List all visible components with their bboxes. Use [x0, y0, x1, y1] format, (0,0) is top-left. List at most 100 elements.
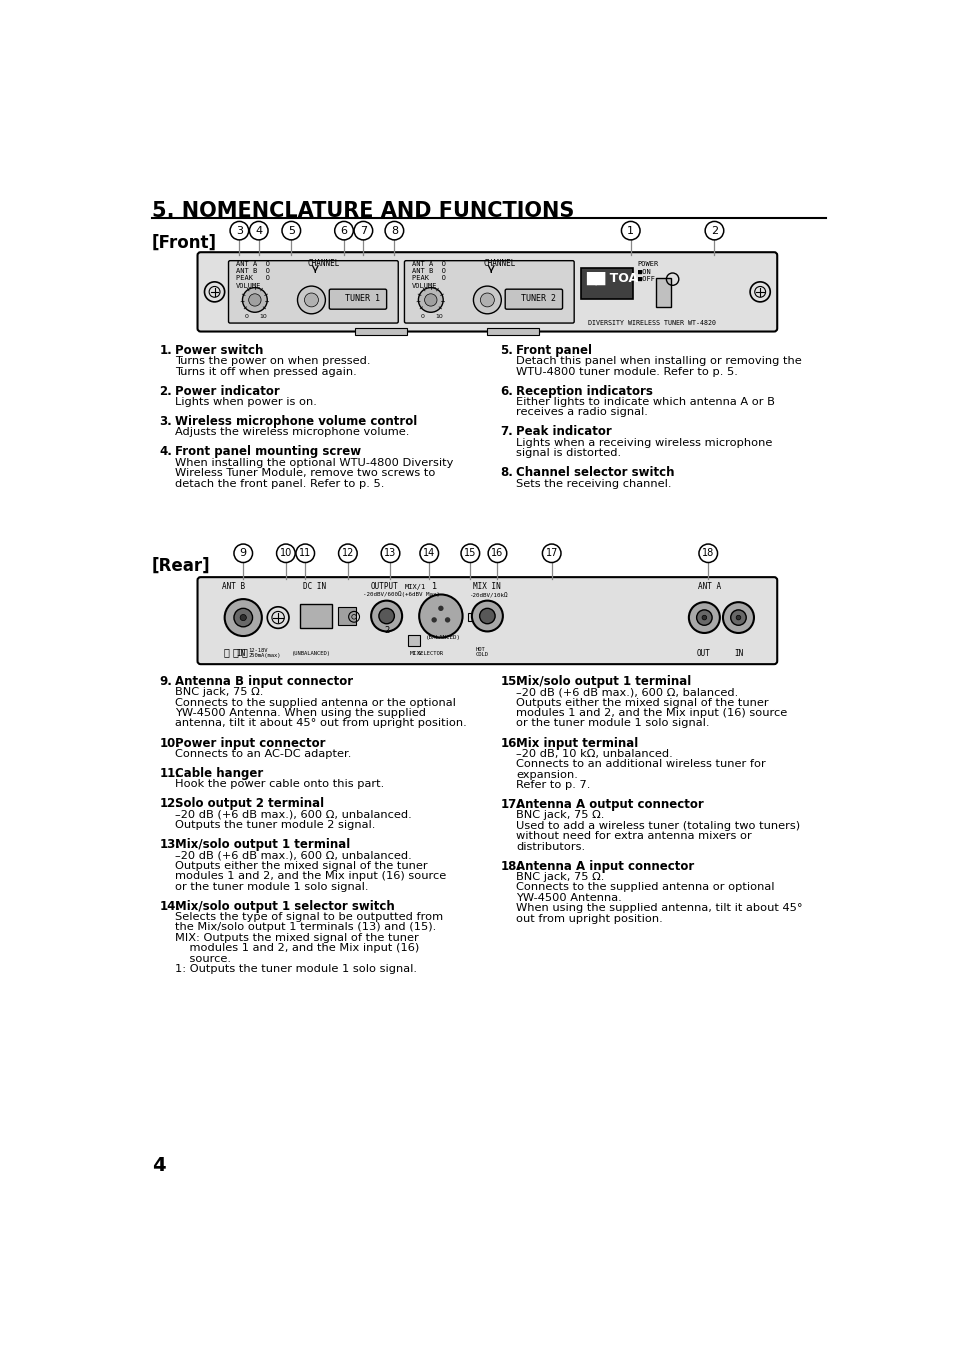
Circle shape: [233, 608, 253, 627]
Text: VOLUME: VOLUME: [236, 282, 261, 289]
Circle shape: [479, 608, 495, 624]
Text: ANT A  O: ANT A O: [412, 261, 446, 267]
FancyBboxPatch shape: [229, 261, 397, 323]
Text: YW-4500 Antenna. When using the supplied: YW-4500 Antenna. When using the supplied: [174, 708, 426, 717]
Text: ANT B  O: ANT B O: [236, 267, 270, 274]
Text: 9.: 9.: [159, 676, 172, 688]
Text: expansion.: expansion.: [516, 770, 578, 780]
Text: 0: 0: [245, 313, 249, 319]
Text: 5. NOMENCLATURE AND FUNCTIONS: 5. NOMENCLATURE AND FUNCTIONS: [152, 201, 574, 222]
Text: 11.: 11.: [159, 767, 180, 780]
Text: modules 1 and 2, and the Mix input (16): modules 1 and 2, and the Mix input (16): [174, 943, 419, 954]
Text: ANT A: ANT A: [698, 582, 720, 592]
Text: SELECTOR: SELECTOR: [417, 651, 443, 657]
Text: Front panel: Front panel: [516, 345, 592, 357]
FancyBboxPatch shape: [580, 269, 633, 299]
Text: 250mA(max): 250mA(max): [249, 654, 281, 658]
FancyBboxPatch shape: [467, 613, 477, 621]
Text: Turns the power on when pressed.: Turns the power on when pressed.: [174, 357, 370, 366]
Text: MIX/1: MIX/1: [405, 585, 426, 590]
Text: distributors.: distributors.: [516, 842, 584, 851]
FancyBboxPatch shape: [299, 604, 332, 628]
Text: 4.: 4.: [159, 446, 172, 458]
Text: Antenna A input connector: Antenna A input connector: [516, 859, 694, 873]
Text: DIVERSITY WIRELESS TUNER WT-4820: DIVERSITY WIRELESS TUNER WT-4820: [587, 320, 716, 327]
Text: 12: 12: [341, 549, 354, 558]
FancyBboxPatch shape: [197, 253, 777, 331]
Text: without need for extra antenna mixers or: without need for extra antenna mixers or: [516, 831, 751, 842]
Text: (UNBALANCED): (UNBALANCED): [292, 651, 331, 657]
Text: 17.: 17.: [500, 798, 521, 811]
Text: TUNER 2: TUNER 2: [520, 293, 555, 303]
Text: When installing the optional WTU-4800 Diversity: When installing the optional WTU-4800 Di…: [174, 458, 453, 467]
FancyBboxPatch shape: [505, 289, 562, 309]
Text: Lights when a receiving wireless microphone: Lights when a receiving wireless microph…: [516, 438, 772, 447]
Circle shape: [297, 286, 325, 313]
Text: Connects to the supplied antenna or optional: Connects to the supplied antenna or opti…: [516, 882, 774, 893]
Circle shape: [418, 288, 443, 312]
FancyBboxPatch shape: [355, 328, 406, 335]
Circle shape: [480, 293, 494, 307]
Text: Outputs the tuner module 2 signal.: Outputs the tuner module 2 signal.: [174, 820, 375, 830]
Text: 2: 2: [710, 226, 718, 235]
Text: Lights when power is on.: Lights when power is on.: [174, 397, 316, 407]
Text: ANT B  O: ANT B O: [412, 267, 446, 274]
Text: CHANNEL: CHANNEL: [307, 259, 339, 267]
Text: MIX: MIX: [410, 651, 420, 657]
Text: 5.: 5.: [500, 345, 513, 357]
Text: ANT A  O: ANT A O: [236, 261, 270, 267]
Text: signal is distorted.: signal is distorted.: [516, 449, 620, 458]
Text: Power switch: Power switch: [174, 345, 263, 357]
Text: 6: 6: [340, 226, 347, 235]
Circle shape: [378, 608, 394, 624]
Text: Mix/solo output 1 terminal: Mix/solo output 1 terminal: [174, 838, 350, 851]
Circle shape: [736, 615, 740, 620]
Text: Power input connector: Power input connector: [174, 736, 325, 750]
Text: ANT B: ANT B: [222, 582, 245, 592]
Text: antenna, tilt it about 45° out from upright position.: antenna, tilt it about 45° out from upri…: [174, 719, 466, 728]
Text: WTU-4800 tuner module. Refer to p. 5.: WTU-4800 tuner module. Refer to p. 5.: [516, 366, 738, 377]
Text: 6.: 6.: [500, 385, 513, 397]
Circle shape: [730, 609, 745, 626]
Text: Wireless Tuner Module, remove two screws to: Wireless Tuner Module, remove two screws…: [174, 469, 435, 478]
Text: YW-4500 Antenna.: YW-4500 Antenna.: [516, 893, 621, 902]
Text: 12-18V: 12-18V: [249, 648, 268, 653]
Text: 10.: 10.: [159, 736, 180, 750]
Text: 10: 10: [435, 313, 443, 319]
Text: 18: 18: [701, 549, 714, 558]
Text: –20 dB, 10 kΩ, unbalanced.: –20 dB, 10 kΩ, unbalanced.: [516, 748, 672, 759]
FancyBboxPatch shape: [404, 261, 574, 323]
Text: -20dBV/600Ω(+6dBV Max): -20dBV/600Ω(+6dBV Max): [363, 592, 440, 597]
Text: 13: 13: [384, 549, 396, 558]
Text: [Rear]: [Rear]: [152, 557, 211, 576]
Text: 17: 17: [545, 549, 558, 558]
Text: DC IN: DC IN: [303, 582, 326, 592]
Text: receives a radio signal.: receives a radio signal.: [516, 408, 647, 417]
FancyBboxPatch shape: [655, 278, 670, 307]
Text: Channel selector switch: Channel selector switch: [516, 466, 674, 480]
Circle shape: [431, 617, 436, 623]
Circle shape: [437, 605, 443, 611]
Circle shape: [688, 603, 720, 634]
Text: Refer to p. 7.: Refer to p. 7.: [516, 780, 590, 790]
Text: 16.: 16.: [500, 736, 521, 750]
Circle shape: [249, 293, 261, 307]
Text: or the tuner module 1 solo signal.: or the tuner module 1 solo signal.: [516, 719, 709, 728]
Circle shape: [304, 293, 318, 307]
Text: 7: 7: [359, 226, 367, 235]
Text: Turns it off when pressed again.: Turns it off when pressed again.: [174, 366, 356, 377]
FancyBboxPatch shape: [486, 328, 537, 335]
Text: 13.: 13.: [159, 838, 180, 851]
Text: COLD: COLD: [476, 653, 488, 658]
Text: Mix input terminal: Mix input terminal: [516, 736, 638, 750]
Text: source.: source.: [174, 954, 231, 963]
Text: 8.: 8.: [500, 466, 513, 480]
Text: CHANNEL: CHANNEL: [483, 259, 516, 267]
Text: 3.: 3.: [159, 415, 172, 428]
Text: [Front]: [Front]: [152, 234, 216, 251]
Circle shape: [472, 601, 502, 631]
FancyBboxPatch shape: [408, 635, 419, 646]
Text: Connects to the supplied antenna or the optional: Connects to the supplied antenna or the …: [174, 697, 456, 708]
Text: Sets the receiving channel.: Sets the receiving channel.: [516, 478, 671, 489]
Text: BNC jack, 75 Ω.: BNC jack, 75 Ω.: [174, 688, 263, 697]
